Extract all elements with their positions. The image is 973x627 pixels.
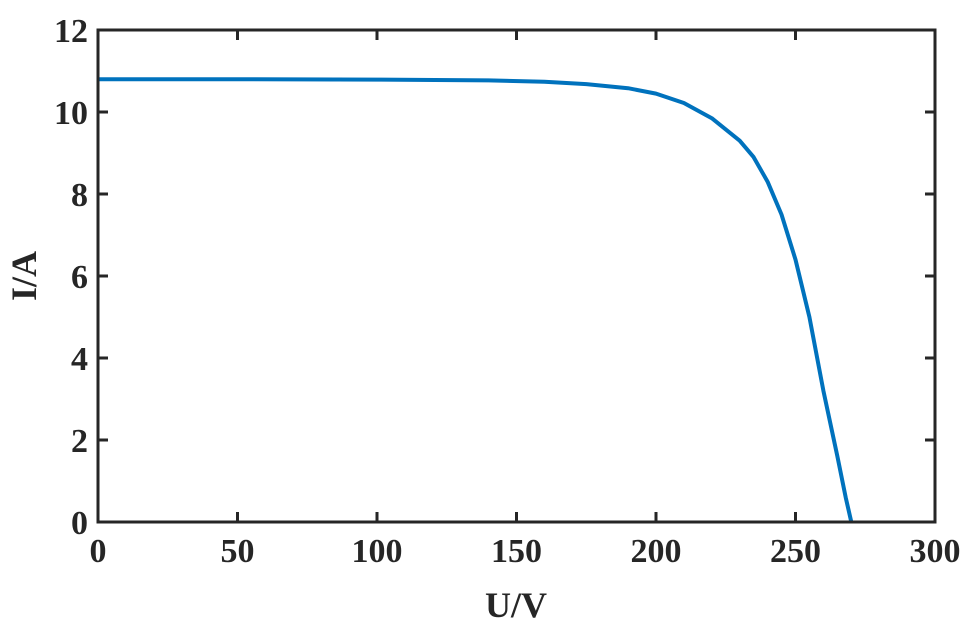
x-tick-label: 200 <box>631 533 682 570</box>
y-tick-label: 10 <box>54 95 88 132</box>
series-line-0 <box>98 77 854 523</box>
plot-area <box>98 30 935 522</box>
x-tick-label: 250 <box>770 533 821 570</box>
y-tick-label: 8 <box>71 177 88 214</box>
x-tick-label: 50 <box>221 533 255 570</box>
y-axis-label: I/A <box>4 251 44 301</box>
plot-frame <box>96 28 937 524</box>
x-tick-label: 100 <box>352 533 403 570</box>
y-tick-labels: 0 2 4 6 8 10 12 <box>54 13 88 542</box>
x-tick-label: 150 <box>491 533 542 570</box>
y-tick-label: 2 <box>71 423 88 460</box>
y-tick-label: 12 <box>54 13 88 50</box>
y-tick-label: 0 <box>71 505 88 542</box>
y-tick-label: 4 <box>71 341 88 378</box>
series-group <box>98 77 854 523</box>
x-tick-labels: 0 50 100 150 200 250 300 <box>90 533 961 570</box>
x-tick-label: 0 <box>90 533 107 570</box>
x-tick-label: 300 <box>910 533 961 570</box>
x-axis-label: U/V <box>485 585 547 625</box>
y-tick-label: 6 <box>71 259 88 296</box>
